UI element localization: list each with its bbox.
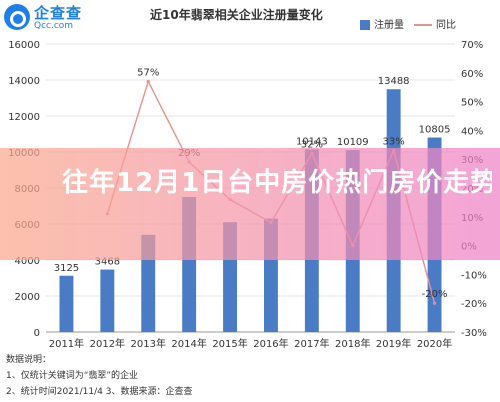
yoy-point [146,79,150,84]
y-left-tick-label: 14000 [8,76,40,87]
y-left-tick-label: 2000 [15,292,40,303]
x-tick-label: 2016年 [253,337,288,350]
data-notes: 数据说明： 1、仅统计关键词为“翡翠”的企业 2、统计时间2021/11/4 3… [6,352,192,400]
x-tick-label: 2017年 [294,337,329,350]
x-tick-label: 2013年 [131,337,166,350]
y-right-tick-label: 40% [461,126,483,137]
bar [59,275,74,332]
notes-heading: 数据说明： [6,355,52,365]
yoy-value-label: 33% [383,137,405,148]
y-left-tick-label: 4000 [15,256,40,267]
y-left-tick-label: 12000 [8,112,40,123]
y-right-tick-label: -30% [461,328,487,339]
qcc-logo: 企查查 Qcc.com [4,2,96,36]
notes-line-2: 2、统计时间2021/11/4 3、数据来源：企查查 [6,387,193,397]
y-right-tick-label: 70% [461,40,483,51]
legend-label-bar: 注册量 [374,20,404,31]
x-tick-label: 2020年 [417,337,452,350]
y-right-tick-label: 60% [461,69,483,80]
y-right-tick-label: 50% [461,98,483,109]
yoy-value-label: -20% [422,289,448,300]
overlay-headline: 往年12月1日台中房价热门房价走势，科技赋能生活，洞悉 [62,168,492,198]
logo-domain: Qcc.com [34,21,74,31]
x-tick-label: 2011年 [49,337,84,350]
chart-title: 近10年翡翠相关企业注册量变化 [150,8,323,22]
y-left-tick-label: 0 [34,328,40,339]
bar-value-label: 10805 [419,125,451,136]
x-tick-label: 2014年 [171,337,206,350]
yoy-point [432,301,437,305]
legend-bar-swatch [360,20,370,30]
chart-legend: 注册量 同比 [360,16,456,31]
qcc-logo-icon [4,4,30,30]
bar [100,269,115,332]
y-right-tick-label: -20% [461,299,487,310]
yoy-value-label: 57% [137,67,159,78]
y-left-tick-label: 16000 [8,40,40,51]
notes-line-1: 1、仅统计关键词为“翡翠”的企业 [6,371,139,381]
legend-label-line: 同比 [436,20,456,31]
x-tick-label: 2012年 [90,337,125,350]
bar-value-label: 3468 [95,257,120,268]
x-tick-label: 2019年 [376,337,411,350]
legend-line-swatch [414,24,432,26]
bar-value-label: 10143 [296,136,328,147]
x-tick-label: 2018年 [335,337,370,350]
logo-name: 企查查 [34,4,83,22]
x-tick-label: 2015年 [212,337,247,350]
yoy-value-label: 32% [301,139,323,150]
y-right-tick-label: -10% [461,270,487,281]
promo-overlay-banner: 往年12月1日台中房价热门房价走势，科技赋能生活，洞悉 [0,148,500,260]
bar-value-label: 10109 [337,137,369,148]
bar-value-label: 3125 [54,263,79,274]
bar-value-label: 13488 [378,76,410,87]
